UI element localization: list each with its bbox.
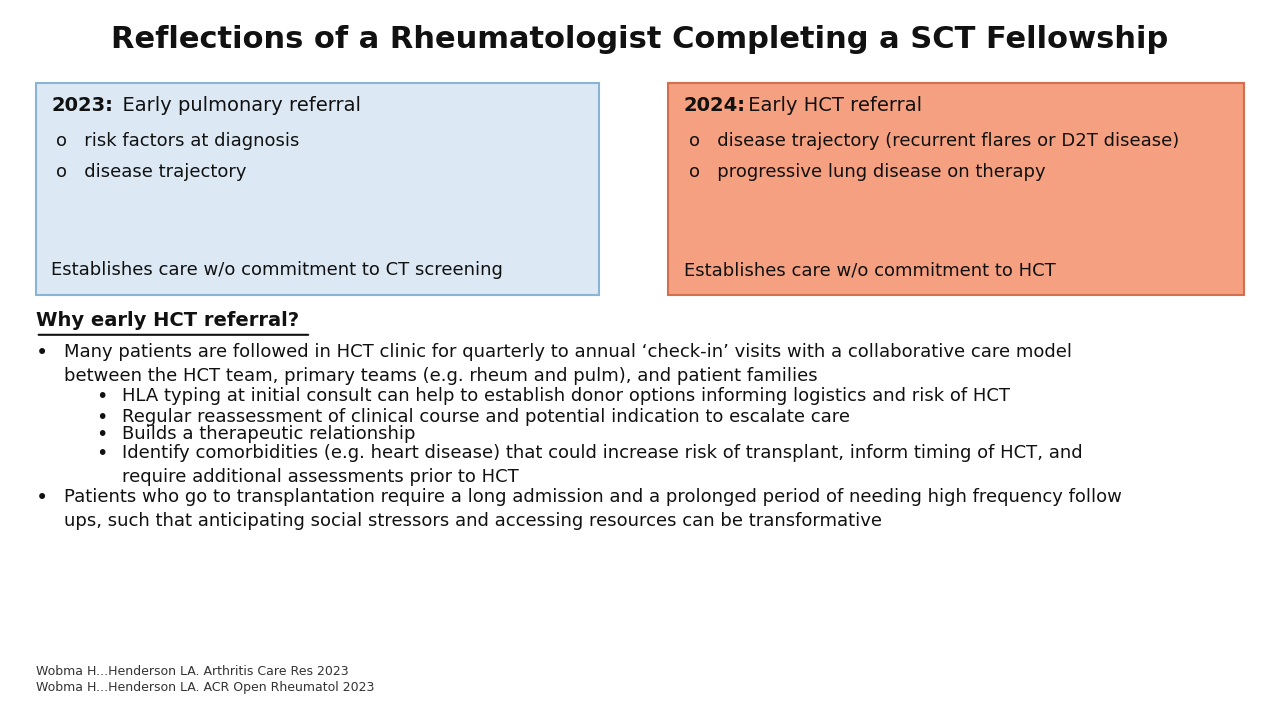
Text: •: • <box>96 444 108 462</box>
Text: Wobma H...Henderson LA. ACR Open Rheumatol 2023: Wobma H...Henderson LA. ACR Open Rheumat… <box>36 681 374 694</box>
FancyBboxPatch shape <box>668 83 1244 295</box>
Text: Establishes care w/o commitment to CT screening: Establishes care w/o commitment to CT sc… <box>51 261 503 279</box>
Text: o   risk factors at diagnosis: o risk factors at diagnosis <box>56 132 300 150</box>
Text: Many patients are followed in HCT clinic for quarterly to annual ‘check-in’ visi: Many patients are followed in HCT clinic… <box>64 343 1073 385</box>
Text: Why early HCT referral?: Why early HCT referral? <box>36 311 300 330</box>
Text: •: • <box>96 387 108 406</box>
Text: Builds a therapeutic relationship: Builds a therapeutic relationship <box>122 425 415 443</box>
Text: •: • <box>96 408 108 426</box>
Text: •: • <box>96 425 108 444</box>
Text: Identify comorbidities (e.g. heart disease) that could increase risk of transpla: Identify comorbidities (e.g. heart disea… <box>122 444 1082 486</box>
Text: Establishes care w/o commitment to HCT: Establishes care w/o commitment to HCT <box>684 261 1055 279</box>
Text: 2024:: 2024: <box>684 96 745 114</box>
Text: Reflections of a Rheumatologist Completing a SCT Fellowship: Reflections of a Rheumatologist Completi… <box>111 25 1169 54</box>
Text: o   disease trajectory (recurrent flares or D2T disease): o disease trajectory (recurrent flares o… <box>689 132 1179 150</box>
Text: o   disease trajectory: o disease trajectory <box>56 163 247 181</box>
Text: Regular reassessment of clinical course and potential indication to escalate car: Regular reassessment of clinical course … <box>122 408 850 426</box>
Text: HLA typing at initial consult can help to establish donor options informing logi: HLA typing at initial consult can help t… <box>122 387 1010 405</box>
Text: •: • <box>36 343 49 363</box>
Text: •: • <box>36 488 49 508</box>
Text: Early pulmonary referral: Early pulmonary referral <box>110 96 361 114</box>
Text: Early HCT referral: Early HCT referral <box>742 96 923 114</box>
Text: Patients who go to transplantation require a long admission and a prolonged peri: Patients who go to transplantation requi… <box>64 488 1121 531</box>
Text: 2023:: 2023: <box>51 96 113 114</box>
Text: Wobma H...Henderson LA. Arthritis Care Res 2023: Wobma H...Henderson LA. Arthritis Care R… <box>36 665 348 678</box>
FancyBboxPatch shape <box>36 83 599 295</box>
Text: o   progressive lung disease on therapy: o progressive lung disease on therapy <box>689 163 1046 181</box>
